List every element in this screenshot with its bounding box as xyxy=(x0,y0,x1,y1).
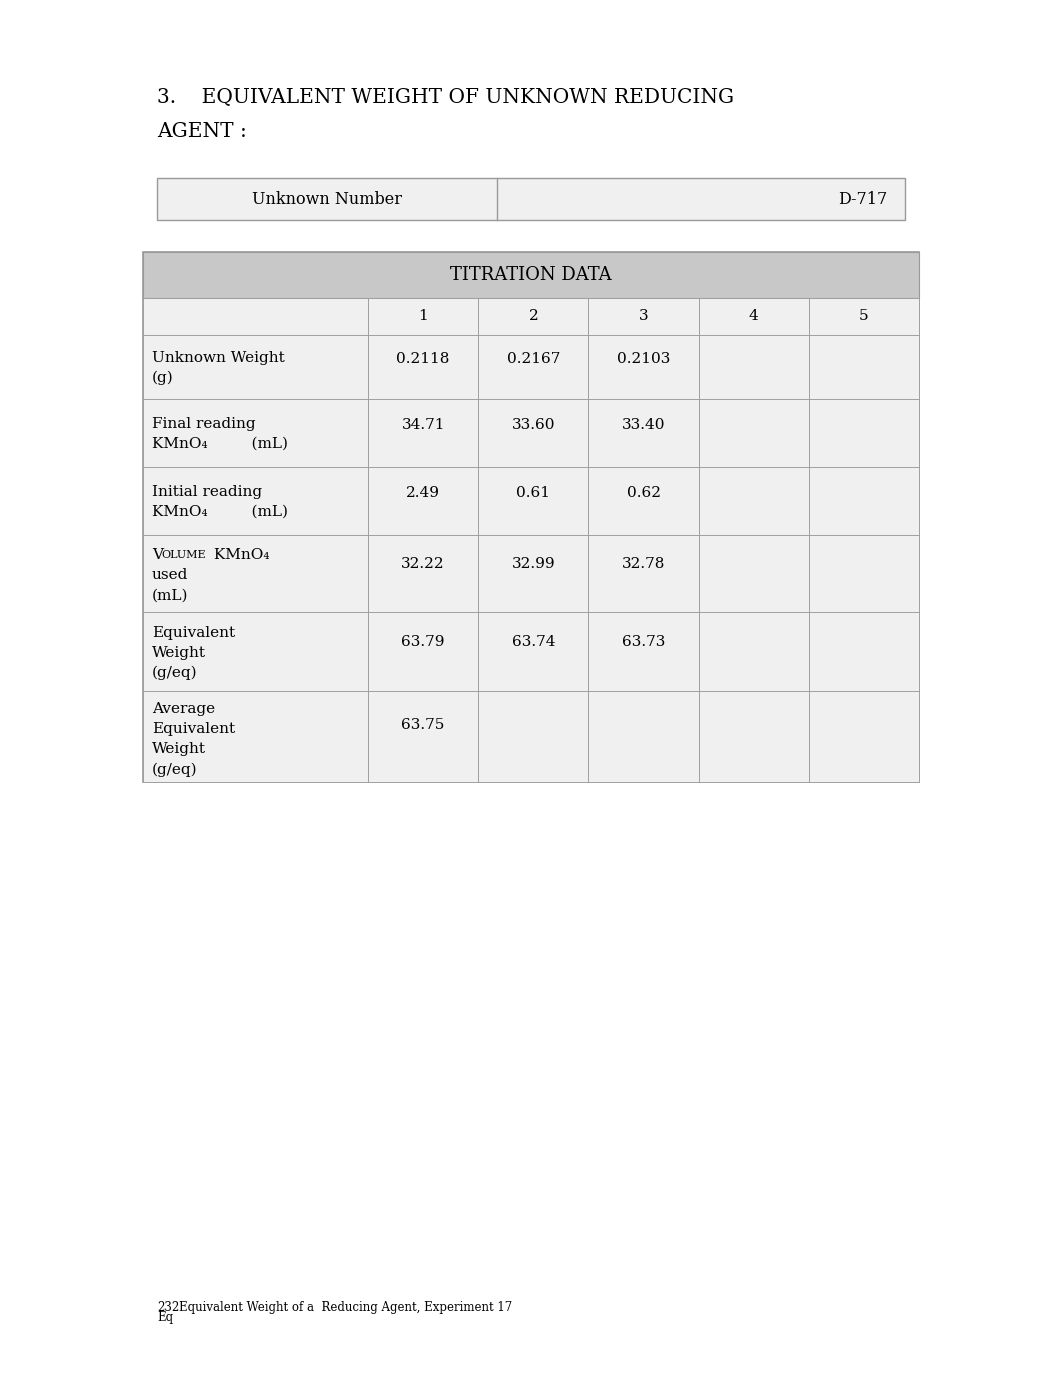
Text: 33.60: 33.60 xyxy=(512,417,555,432)
Text: KMnO₄: KMnO₄ xyxy=(209,548,270,563)
Bar xyxy=(143,299,369,334)
Bar xyxy=(809,334,919,399)
Bar xyxy=(143,252,919,299)
Bar xyxy=(588,535,699,612)
Bar xyxy=(478,535,588,612)
Bar xyxy=(588,399,699,466)
Bar xyxy=(478,334,588,399)
Bar xyxy=(588,612,699,691)
Text: (mL): (mL) xyxy=(152,589,188,603)
Text: (g): (g) xyxy=(152,370,174,385)
Bar xyxy=(699,399,809,466)
Text: 34.71: 34.71 xyxy=(401,417,445,432)
Text: Initial reading: Initial reading xyxy=(152,484,262,499)
Text: 32.78: 32.78 xyxy=(622,557,665,571)
Text: 2: 2 xyxy=(529,310,538,323)
Bar xyxy=(369,299,478,334)
Text: KMnO₄         (mL): KMnO₄ (mL) xyxy=(152,505,288,519)
Text: Equivalent: Equivalent xyxy=(152,722,235,736)
Text: Final reading: Final reading xyxy=(152,417,256,431)
Bar xyxy=(369,399,478,466)
Text: 32.22: 32.22 xyxy=(401,557,445,571)
Bar xyxy=(143,334,369,399)
Bar xyxy=(478,399,588,466)
Bar xyxy=(478,466,588,535)
Text: 3: 3 xyxy=(638,310,648,323)
Bar xyxy=(478,691,588,782)
Text: 232: 232 xyxy=(157,1300,179,1314)
Text: Unknown Weight: Unknown Weight xyxy=(152,351,285,365)
Text: 0.61: 0.61 xyxy=(516,486,550,499)
Bar xyxy=(699,691,809,782)
Bar xyxy=(809,535,919,612)
Text: 63.73: 63.73 xyxy=(622,634,665,649)
Bar xyxy=(809,399,919,466)
Bar xyxy=(809,691,919,782)
Text: OLUME: OLUME xyxy=(161,550,206,560)
Bar xyxy=(143,466,369,535)
Text: 63.74: 63.74 xyxy=(512,634,555,649)
Bar xyxy=(478,299,588,334)
Text: Weight: Weight xyxy=(152,647,206,660)
Bar xyxy=(143,691,369,782)
Bar xyxy=(809,299,919,334)
Text: 4: 4 xyxy=(749,310,758,323)
Text: Unknown Number: Unknown Number xyxy=(252,190,402,208)
Bar xyxy=(588,691,699,782)
Bar xyxy=(369,334,478,399)
Bar xyxy=(369,466,478,535)
Bar xyxy=(699,466,809,535)
Bar xyxy=(699,612,809,691)
Text: Average: Average xyxy=(152,702,216,717)
Bar xyxy=(699,299,809,334)
Text: Weight: Weight xyxy=(152,743,206,757)
Bar xyxy=(588,299,699,334)
Bar xyxy=(588,334,699,399)
Bar xyxy=(143,252,919,782)
Bar xyxy=(143,535,369,612)
Text: 63.75: 63.75 xyxy=(401,718,445,732)
Text: 3.    EQUIVALENT WEIGHT OF UNKNOWN REDUCING: 3. EQUIVALENT WEIGHT OF UNKNOWN REDUCING xyxy=(157,88,734,107)
Text: 63.79: 63.79 xyxy=(401,634,445,649)
Text: Equivalent Weight of a  Reducing Agent, Experiment 17: Equivalent Weight of a Reducing Agent, E… xyxy=(179,1300,512,1314)
Text: 0.2103: 0.2103 xyxy=(617,352,670,366)
Bar xyxy=(157,178,905,220)
Bar xyxy=(369,612,478,691)
Bar xyxy=(143,399,369,466)
Bar xyxy=(699,334,809,399)
Text: 5: 5 xyxy=(859,310,869,323)
Text: KMnO₄         (mL): KMnO₄ (mL) xyxy=(152,436,288,451)
Text: used: used xyxy=(152,568,188,582)
Text: (g/eq): (g/eq) xyxy=(152,762,198,776)
Bar xyxy=(588,466,699,535)
Text: V: V xyxy=(152,548,162,563)
Text: 32.99: 32.99 xyxy=(512,557,555,571)
Bar xyxy=(143,612,369,691)
Text: (g/eq): (g/eq) xyxy=(152,666,198,681)
Text: AGENT :: AGENT : xyxy=(157,122,246,140)
Text: D-717: D-717 xyxy=(838,190,887,208)
Bar xyxy=(369,691,478,782)
Text: Equivalent: Equivalent xyxy=(152,626,235,640)
Bar xyxy=(809,612,919,691)
Text: 33.40: 33.40 xyxy=(621,417,665,432)
Bar xyxy=(699,535,809,612)
Text: 0.2118: 0.2118 xyxy=(396,352,450,366)
Bar xyxy=(809,466,919,535)
Text: 2.49: 2.49 xyxy=(406,486,440,499)
Text: 0.62: 0.62 xyxy=(627,486,661,499)
Text: TITRATION DATA: TITRATION DATA xyxy=(450,266,612,283)
Bar xyxy=(478,612,588,691)
Text: Eq: Eq xyxy=(157,1311,173,1324)
Text: 1: 1 xyxy=(418,310,428,323)
Bar xyxy=(369,535,478,612)
Text: 0.2167: 0.2167 xyxy=(507,352,560,366)
